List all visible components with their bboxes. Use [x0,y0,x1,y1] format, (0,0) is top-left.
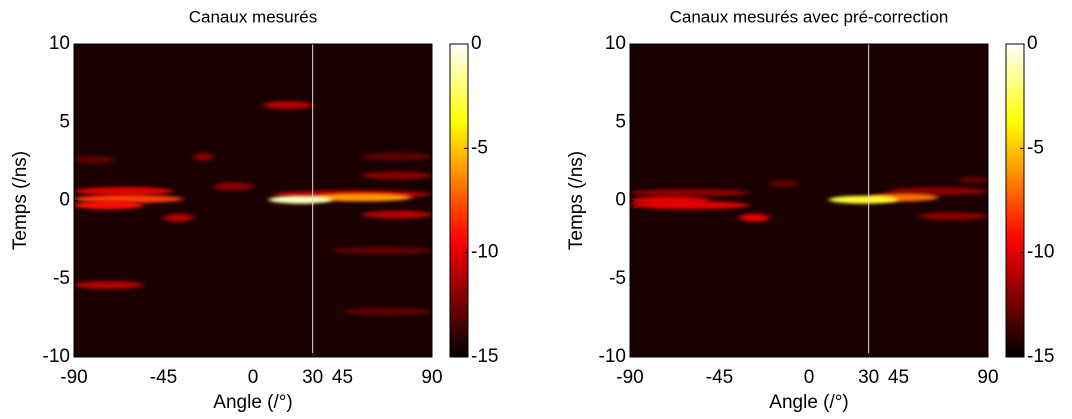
streak [362,171,432,180]
y-tick-label: 5 [59,111,70,132]
streak [74,194,184,203]
x-tick-label: 45 [332,367,353,388]
x-tick-label: 45 [888,367,909,388]
x-axis-label: Angle (/°) [769,392,848,413]
chart-title: Canaux mesurés avec pré-correction [670,7,949,26]
y-tick-label: 0 [59,190,70,211]
colorbar-tick-label: -10 [1027,242,1054,263]
colorbar-tick-label: -15 [1027,346,1054,367]
streak [362,152,432,161]
chart-title: Canaux mesurés [189,7,318,26]
streak [828,195,899,204]
streak [312,193,413,202]
x-axis-label: Angle (/°) [213,392,292,413]
streak [739,213,770,222]
y-axis-label: Temps (/ns) [10,151,31,250]
x-tick-label: 90 [977,367,998,388]
colorbar-tick-label: 0 [471,33,482,54]
streak [918,212,988,221]
x-tick-label: -45 [706,367,733,388]
x-tick-label: 0 [804,367,815,388]
x-tick-label: -90 [616,367,643,388]
x-tick-label: -90 [60,367,87,388]
y-tick-label: 5 [615,111,626,132]
streak [268,195,333,204]
streak [332,246,432,255]
heatmap-layer [630,176,988,222]
x-tick-label: 30 [302,367,323,388]
streak [958,176,988,185]
streak [74,201,144,210]
y-tick-label: -10 [43,346,70,367]
x-tick-label: -45 [150,367,177,388]
x-tick-label: 30 [858,367,879,388]
y-axis-label: Temps (/ns) [566,151,587,250]
x-tick-label: 90 [421,367,442,388]
streak [74,281,144,290]
y-tick-label: 10 [49,33,70,54]
streak [262,101,313,110]
colorbar-tick-label: -10 [471,242,498,263]
streak [888,187,988,196]
colorbar [449,43,469,358]
y-tick-label: -10 [599,346,626,367]
colorbar-tick-label: -15 [471,346,498,367]
y-tick-label: 10 [605,33,626,54]
streak [74,187,174,196]
streak [342,307,432,316]
colorbar-tick-label: -5 [1027,137,1044,158]
y-tick-label: -5 [609,268,626,289]
x-tick-label: 0 [248,367,259,388]
streak [193,152,214,161]
streak [163,213,194,222]
y-tick-label: -5 [53,268,70,289]
streak [362,210,432,219]
colorbar [1005,43,1025,358]
streak [769,179,800,188]
colorbar-tick-label: -5 [471,137,488,158]
y-tick-label: 0 [615,190,626,211]
colorbar-tick-label: 0 [1027,33,1038,54]
streak [630,188,750,197]
streak [213,182,253,191]
streak [630,201,750,210]
streak [74,155,114,164]
